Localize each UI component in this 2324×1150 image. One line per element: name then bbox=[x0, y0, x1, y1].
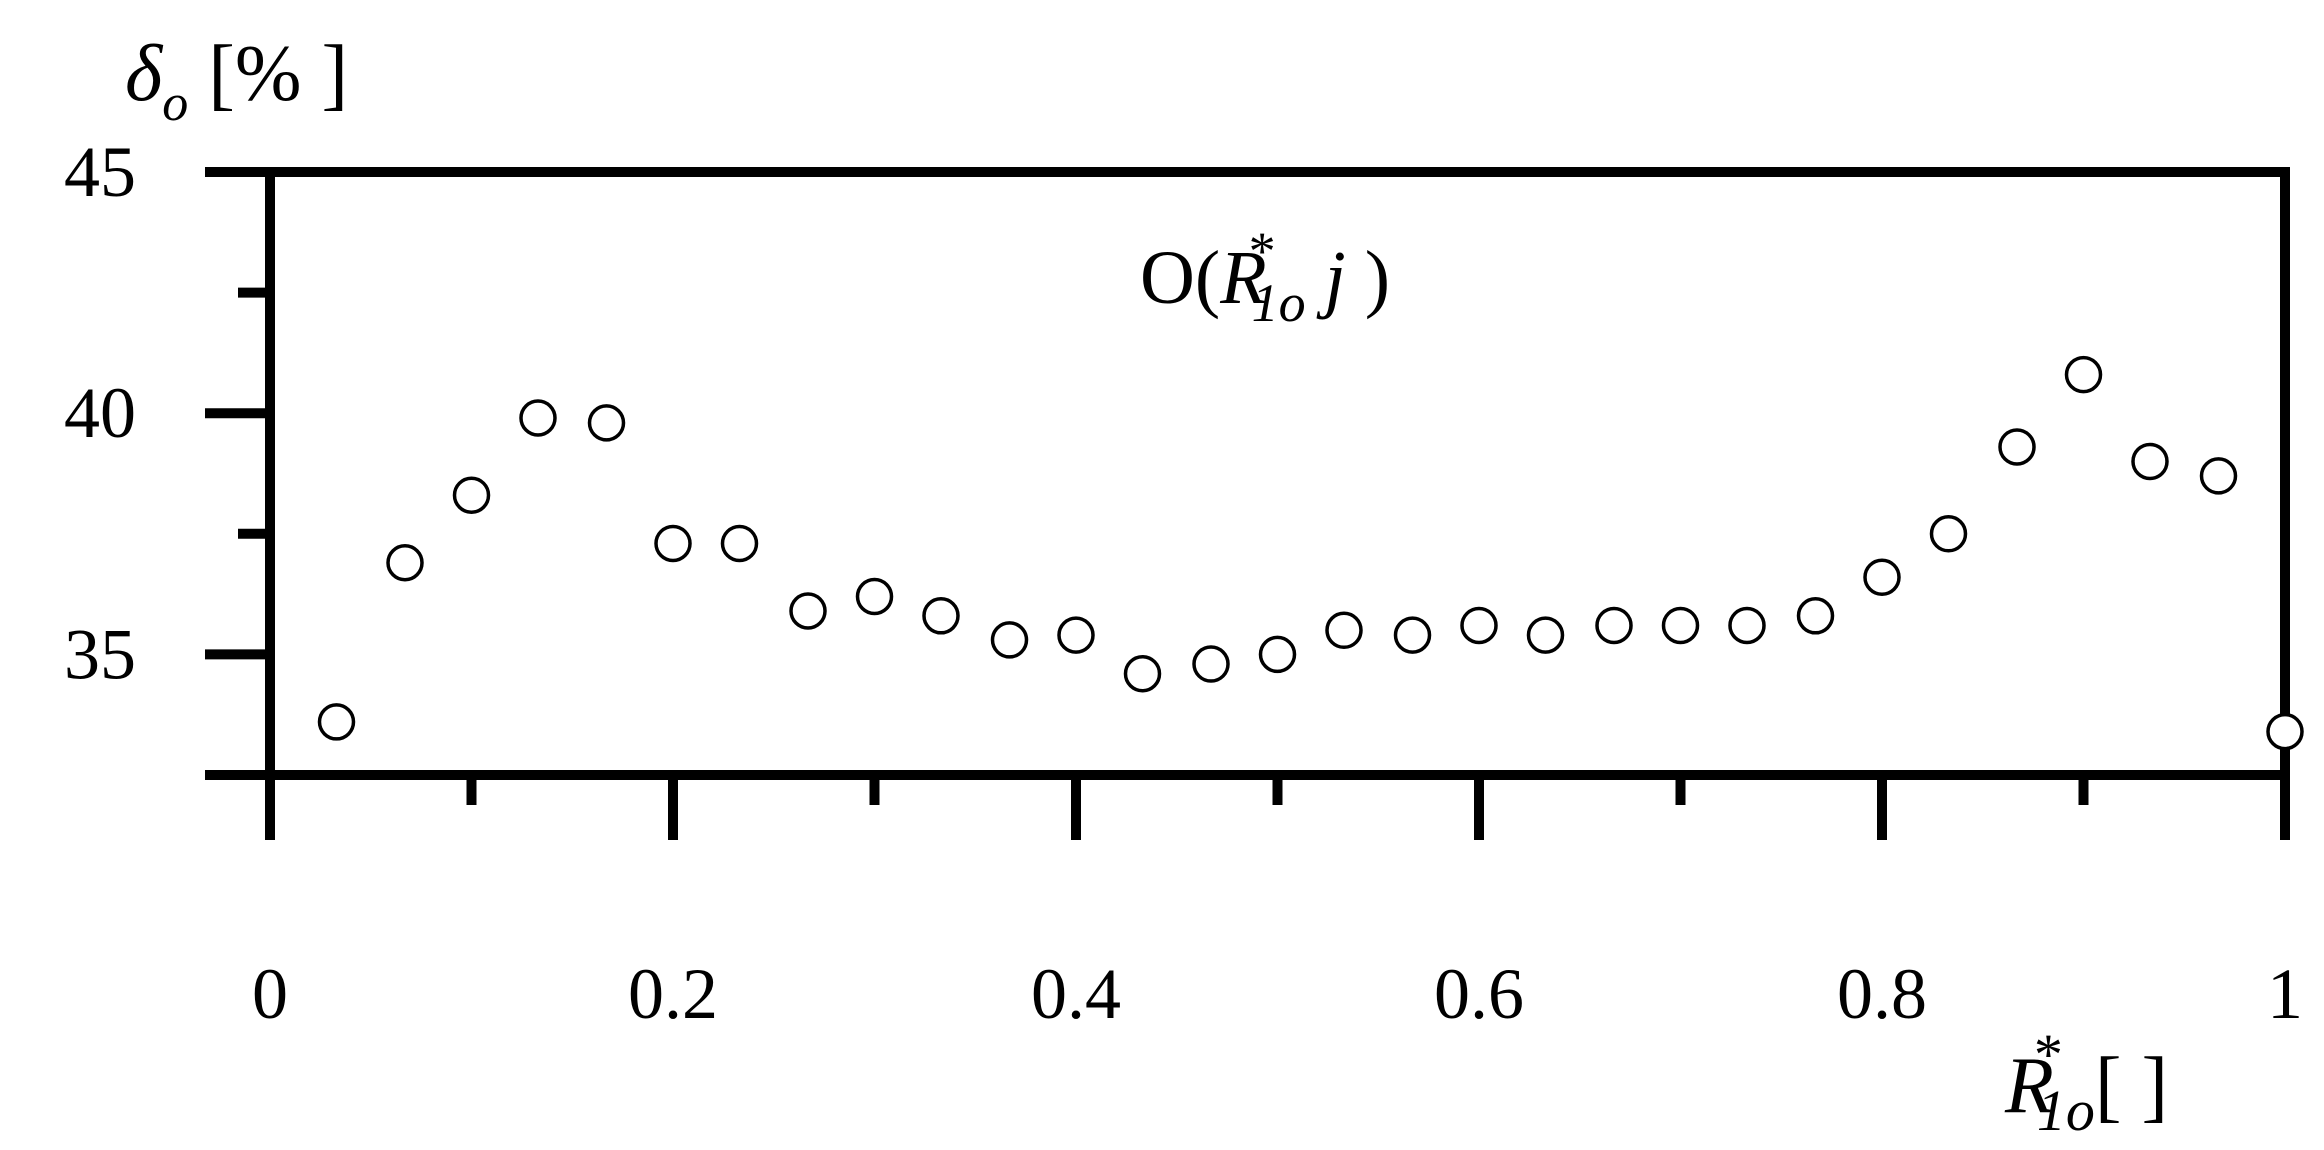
data-point bbox=[654, 524, 692, 563]
x-tick-label: 0.6 bbox=[1434, 954, 1524, 1034]
x-axis-title: R* 1o[ ] bbox=[2004, 1022, 2168, 1143]
x-tick-label: 0.2 bbox=[628, 954, 718, 1034]
data-point bbox=[1057, 616, 1095, 654]
data-point bbox=[789, 592, 827, 630]
data-point bbox=[1192, 645, 1230, 683]
y-tick-label: 45 bbox=[64, 132, 136, 212]
x-tick-label: 0 bbox=[252, 954, 288, 1034]
data-point bbox=[855, 577, 894, 616]
x-tick-label: 0.8 bbox=[1837, 954, 1927, 1034]
data-point bbox=[519, 399, 557, 437]
data-points bbox=[317, 355, 2304, 751]
data-point bbox=[1998, 428, 2036, 466]
data-point bbox=[922, 597, 960, 635]
data-point bbox=[386, 543, 424, 582]
data-point bbox=[1526, 616, 1565, 654]
x-tick-label: 1 bbox=[2267, 954, 2303, 1034]
data-point bbox=[1325, 611, 1363, 650]
data-point bbox=[452, 476, 491, 514]
data-point bbox=[1123, 654, 1162, 693]
data-point bbox=[1393, 616, 1432, 654]
data-point bbox=[1460, 606, 1498, 645]
data-point bbox=[317, 703, 356, 741]
data-point bbox=[1728, 606, 1766, 645]
plot-frame bbox=[205, 167, 2290, 840]
y-tick-label: 35 bbox=[64, 614, 136, 694]
data-point bbox=[2131, 442, 2169, 481]
chart-annotation: O(R* 1o j ) bbox=[1140, 221, 1390, 333]
data-point bbox=[587, 404, 626, 442]
data-point bbox=[990, 621, 1029, 659]
data-point bbox=[720, 524, 759, 563]
data-point bbox=[2199, 457, 2238, 495]
data-point bbox=[1929, 515, 1968, 553]
y-tick-label: 40 bbox=[64, 373, 136, 453]
data-point bbox=[2064, 355, 2103, 394]
axis-ticks: 35 40 45 0 0.2 0.4 0.6 0.8 1 bbox=[64, 132, 2303, 1034]
y-axis-title: δo [% ] bbox=[125, 30, 348, 132]
data-point bbox=[1595, 606, 1633, 645]
data-point bbox=[1863, 558, 1901, 596]
data-point bbox=[2266, 712, 2304, 751]
x-tick-label: 0.4 bbox=[1031, 954, 1121, 1034]
data-point bbox=[1661, 606, 1700, 645]
data-point bbox=[1258, 635, 1297, 674]
data-point bbox=[1796, 597, 1835, 635]
